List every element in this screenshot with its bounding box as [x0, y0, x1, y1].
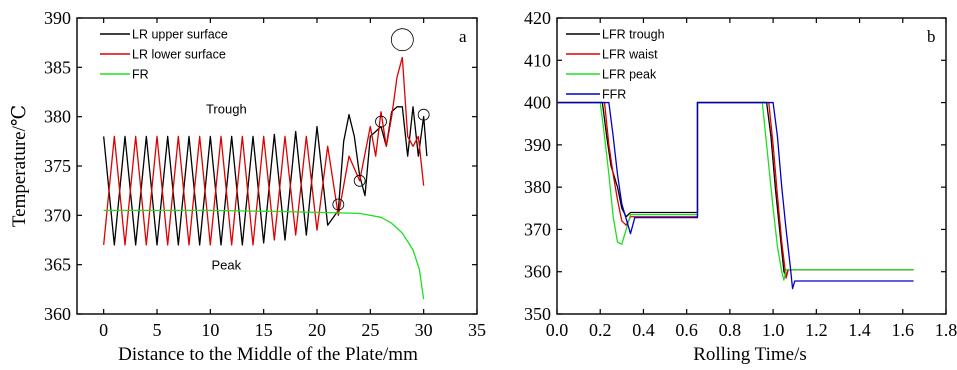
- highlight-circle: [375, 115, 387, 128]
- panel-letter: b: [927, 27, 936, 46]
- x-tick-label: 35: [468, 320, 486, 340]
- series-group: [103, 56, 428, 300]
- y-tick-label: 390: [44, 8, 71, 28]
- chart-panel-b: 0.0 0.2 0.4 0.6 0.8 1.0 1.2 1.4 1.6 1.8 350 360 370 3…: [524, 8, 957, 365]
- y-tick-label: 400: [524, 93, 551, 113]
- series-line-lr-lower-surface: [103, 56, 425, 246]
- y-tick-label: 370: [524, 219, 551, 239]
- y-tick-label: 360: [524, 262, 551, 282]
- annotation-peak: Peak: [212, 258, 242, 273]
- x-tick-label: 1.4: [848, 320, 871, 340]
- x-tick-label: 1.6: [892, 320, 915, 340]
- highlight-circle: [390, 28, 414, 52]
- x-tick-label: 0.8: [719, 320, 742, 340]
- x-tick-label: 5: [153, 320, 162, 340]
- y-tick-label: 350: [524, 304, 551, 324]
- x-tick-label: 0.2: [589, 320, 612, 340]
- legend-label: LFR waist: [602, 48, 658, 62]
- x-tick-label: 20: [308, 320, 326, 340]
- x-tick-label: 25: [361, 320, 379, 340]
- highlight-circle: [417, 108, 430, 121]
- y-tick-label: 370: [44, 205, 71, 225]
- x-axis-title: Rolling Time/s: [693, 344, 807, 365]
- y-tick-label: 365: [44, 255, 71, 275]
- series-group: [557, 101, 914, 290]
- legend-label: FR: [132, 68, 149, 82]
- y-axis-title: Temperature/℃: [9, 105, 30, 227]
- series-line-lr-upper-surface: [103, 106, 428, 246]
- y-tick-label: 380: [524, 177, 551, 197]
- legend-label: LR upper surface: [132, 28, 228, 42]
- x-tick-label: 10: [201, 320, 219, 340]
- y-tick-label: 375: [44, 156, 71, 176]
- x-tick-label: 1.0: [762, 320, 785, 340]
- legend-label: LFR peak: [602, 68, 657, 82]
- x-tick-label: 30: [415, 320, 433, 340]
- series-line-ffr: [557, 101, 914, 290]
- chart-panel-a: 0 5 10 15 20 25 30 35 360 365 370 375 380 385 390 Troug…: [9, 8, 486, 365]
- highlight-circle: [353, 174, 366, 187]
- x-axis-title: Distance to the Middle of the Plate/mm: [118, 344, 418, 365]
- y-tick-label: 385: [44, 57, 71, 77]
- y-tick-label: 380: [44, 107, 71, 127]
- x-tick-label: 0: [99, 320, 108, 340]
- x-tick-label: 0.6: [675, 320, 698, 340]
- y-tick-label: 390: [524, 135, 551, 155]
- x-tick-label: 0.0: [546, 320, 569, 340]
- legend-label: LFR trough: [602, 28, 665, 42]
- y-tick-label: 360: [44, 304, 71, 324]
- legend-label: LR lower surface: [132, 48, 226, 62]
- x-tick-label: 0.4: [632, 320, 655, 340]
- x-tick-label: 1.2: [805, 320, 828, 340]
- legend-label: FFR: [602, 88, 626, 102]
- series-line-fr: [103, 209, 425, 300]
- panel-letter: a: [459, 27, 467, 46]
- x-tick-label: 1.8: [935, 320, 957, 340]
- annotation-trough: Trough: [206, 102, 247, 117]
- y-tick-label: 420: [524, 8, 551, 28]
- x-tick-label: 15: [255, 320, 273, 340]
- plot-frame: [556, 17, 947, 315]
- series-line-lfr-peak: [557, 101, 914, 281]
- highlight-circle: [332, 198, 345, 211]
- y-tick-label: 410: [524, 50, 551, 70]
